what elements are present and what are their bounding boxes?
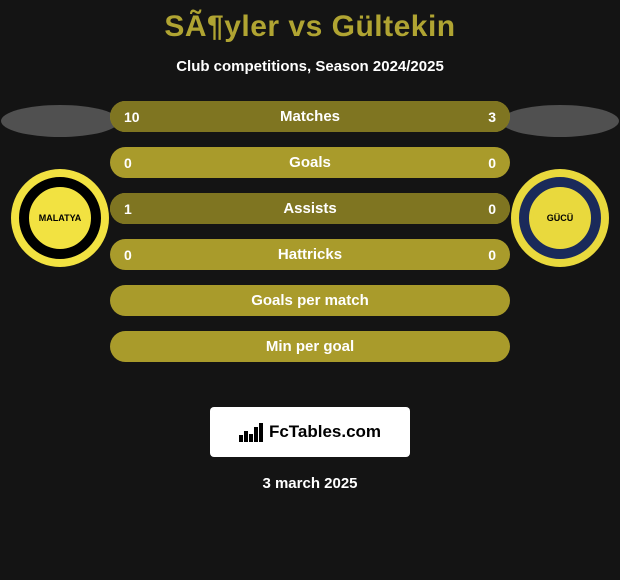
right-player-column: GÜCÜ: [500, 101, 620, 267]
right-club-badge: GÜCÜ: [511, 169, 609, 267]
stat-fill-left: [110, 101, 418, 132]
left-badge-text: MALATYA: [39, 213, 82, 223]
stat-value-left: 0: [124, 155, 132, 171]
page-title: SÃ¶yler vs Gültekin: [0, 0, 620, 44]
stat-value-left: 1: [124, 201, 132, 217]
stats-bars: 103Matches00Goals10Assists00HattricksGoa…: [110, 101, 510, 377]
stat-value-right: 0: [488, 201, 496, 217]
stat-row: 0 0 Hattricks: [110, 239, 510, 270]
stat-label: Goals per match: [251, 292, 369, 309]
stat-value-left: 0: [124, 247, 132, 263]
right-player-silhouette: [501, 105, 619, 137]
stat-value-right: 3: [488, 109, 496, 125]
stat-row: 1 0 Assists: [110, 193, 510, 224]
branding-box: FcTables.com: [210, 407, 410, 457]
left-player-silhouette: [1, 105, 119, 137]
stat-value-right: 0: [488, 155, 496, 171]
subtitle: Club competitions, Season 2024/2025: [0, 58, 620, 75]
stat-label: Matches: [280, 108, 340, 125]
stat-label: Assists: [283, 200, 336, 217]
stat-row: 10 3 Matches: [110, 101, 510, 132]
date-text: 3 march 2025: [0, 475, 620, 492]
stat-value-left: 10: [124, 109, 140, 125]
content-area: MALATYA GÜCÜ 103Matches00Goals10Assists0…: [0, 101, 620, 401]
stat-row: Min per goal: [110, 331, 510, 362]
left-player-column: MALATYA: [0, 101, 120, 267]
stat-row: 0 0 Goals: [110, 147, 510, 178]
stat-label: Goals: [289, 154, 331, 171]
stat-row: Goals per match: [110, 285, 510, 316]
right-badge-text: GÜCÜ: [547, 213, 574, 223]
left-club-badge: MALATYA: [11, 169, 109, 267]
stat-value-right: 0: [488, 247, 496, 263]
stat-label: Hattricks: [278, 246, 342, 263]
stat-fill-right: [418, 101, 510, 132]
stat-label: Min per goal: [266, 338, 354, 355]
comparison-card: SÃ¶yler vs Gültekin Club competitions, S…: [0, 0, 620, 580]
bars-icon: [239, 422, 263, 442]
branding-text: FcTables.com: [269, 422, 381, 442]
